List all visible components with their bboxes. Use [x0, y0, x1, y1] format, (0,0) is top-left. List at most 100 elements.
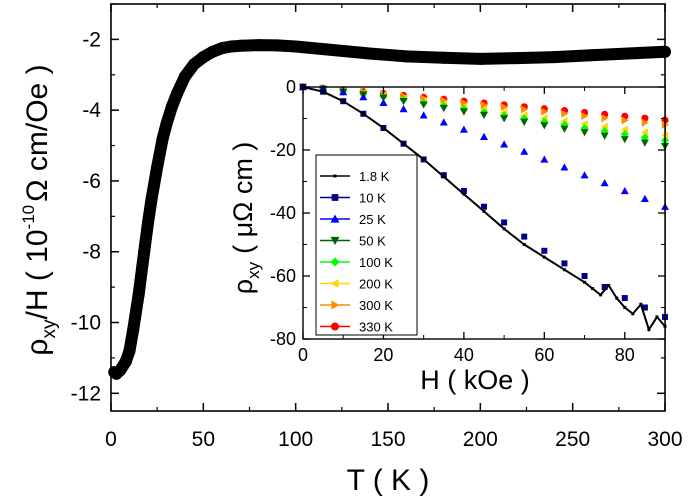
main-data-point: [127, 323, 140, 336]
main-data-point: [188, 58, 201, 71]
legend-marker: [330, 214, 340, 223]
inset-data-point: [361, 112, 365, 116]
main-data-point: [271, 39, 284, 52]
inset-data-point: [640, 139, 649, 147]
inset-data-point: [419, 111, 428, 119]
legend-label: 1.8 K: [359, 169, 390, 184]
main-data-point: [123, 344, 136, 357]
inset-data-point: [620, 186, 629, 195]
main-data-point: [326, 44, 339, 56]
main-data-point: [252, 39, 265, 52]
inset-data-point: [647, 328, 651, 332]
inset-data-point: [359, 93, 368, 101]
main-data-point: [145, 192, 158, 205]
inset-data-point: [399, 97, 408, 106]
inset-data-point: [439, 118, 448, 126]
inset-data-point: [522, 243, 526, 246]
main-y-axis-title: ρxy/H ( 10-10Ω cm/Oe ): [19, 64, 60, 355]
legend-label: 25 K: [359, 212, 386, 227]
inset-y-tick-label: 0: [286, 77, 296, 97]
inset-data-point: [623, 306, 627, 309]
inset-data-point: [341, 99, 345, 103]
inset-data-point: [339, 88, 348, 96]
inset-data-point: [540, 122, 549, 130]
inset-data-point: [600, 179, 609, 187]
inset-data-point: [600, 132, 609, 140]
inset-data-point: [500, 115, 509, 123]
inset-data-point: [460, 98, 468, 107]
inset-data-point: [521, 233, 528, 240]
inset-data-point: [440, 96, 448, 105]
inset-data-point: [641, 118, 649, 127]
inset-y-tick-label: -40: [270, 203, 296, 223]
main-data-point: [215, 42, 228, 55]
inset-data-point: [562, 268, 566, 272]
main-tick-labels: 0 50 100 150 200 250 300-2-4-6-8-10-12: [71, 28, 683, 451]
main-x-tick-label: 0: [105, 428, 117, 451]
inset-data-point: [321, 90, 325, 94]
inset-data-point: [541, 107, 549, 116]
legend-label: 330 K: [359, 320, 393, 335]
main-data-point: [225, 40, 237, 53]
inset-data-point: [601, 284, 608, 291]
inset-data-point: [580, 171, 589, 179]
main-y-tick-label: -12: [71, 382, 101, 405]
legend-item: 50 K: [320, 234, 386, 249]
main-data-point: [132, 288, 145, 301]
inset-data-point: [640, 194, 649, 203]
main-data-point: [141, 217, 154, 230]
main-data-point: [511, 52, 524, 65]
inset-data-point: [440, 172, 447, 179]
inset-data-point: [580, 129, 589, 137]
legend-marker: [330, 257, 340, 267]
inset-data-point: [639, 302, 643, 306]
inset-tick-labels: 0 20 40 60 80 0 -20 -40 -60 -80: [270, 77, 635, 365]
inset-x-tick-label: 80: [615, 345, 635, 365]
main-y-tick-label: -10: [71, 312, 101, 335]
main-data-point: [156, 132, 169, 145]
legend-item: 200 K: [320, 277, 393, 292]
main-y-tick-label: -4: [82, 99, 101, 122]
inset-data-point: [482, 209, 486, 213]
inset-x-axis-title: H ( kOe ): [420, 365, 530, 395]
inset-data-point: [459, 108, 468, 116]
inset-data-point: [640, 128, 649, 137]
main-data-point: [114, 364, 127, 377]
main-y-tick-label: -6: [82, 170, 101, 193]
main-data-point: [289, 40, 302, 53]
legend-item: 1.8 K: [320, 169, 390, 184]
inset-data-point: [581, 273, 588, 279]
main-x-tick-label: 50: [192, 428, 215, 451]
legend-marker: [333, 174, 337, 178]
legend-label: 100 K: [359, 255, 393, 270]
legend-marker: [330, 236, 340, 245]
main-x-tick-label: 300: [647, 428, 682, 451]
main-data-point: [548, 51, 561, 64]
main-data-point: [234, 39, 247, 52]
inset-data-point: [641, 304, 648, 311]
main-x-tick-label: 150: [370, 428, 405, 451]
main-x-tick-label: 200: [463, 428, 498, 451]
main-data-point: [138, 245, 151, 258]
inset-data-point: [460, 187, 467, 194]
legend-label: 300 K: [359, 298, 393, 313]
inset-data-point: [607, 283, 611, 287]
inset-data-point: [419, 101, 428, 109]
inset-data-point: [541, 247, 548, 254]
inset-data-point: [561, 109, 569, 118]
main-plot: 0 50 100 150 200 250 300-2-4-6-8-10-12 T ( K )…: [19, 3, 683, 497]
inset-data-point: [520, 118, 529, 126]
inset-x-tick-label: 60: [534, 345, 554, 365]
main-x-tick-label: 250: [555, 428, 590, 451]
inset-x-tick-label: 40: [454, 345, 474, 365]
inset-data-point: [615, 296, 619, 300]
main-data-point: [363, 47, 376, 60]
inset-data-point: [381, 126, 385, 130]
inset-data-point: [379, 94, 388, 102]
inset-data-point: [581, 111, 589, 120]
main-series: [108, 39, 671, 380]
inset-data-point: [379, 98, 388, 106]
legend-item: 25 K: [320, 212, 386, 227]
inset-data-point: [620, 125, 628, 134]
inset-data-point: [620, 136, 629, 144]
